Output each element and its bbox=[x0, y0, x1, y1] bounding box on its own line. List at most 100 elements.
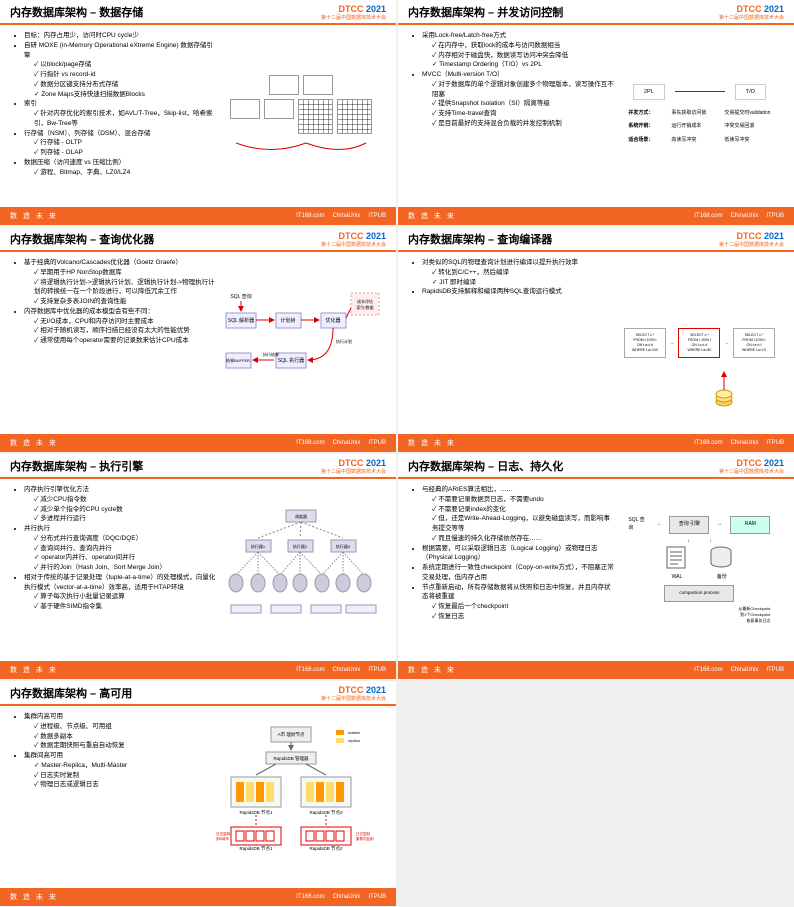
d7-svg: A市 理财节点 master replica RapidsDB 管理器 Rapi… bbox=[206, 722, 386, 872]
sub: 早期用于HP NonStop数据库 bbox=[34, 268, 217, 278]
diagram: 2PL T/O 并发方式：事先获取访问锁交易提交时validation 系统开销… bbox=[615, 31, 784, 201]
diagram: A市 理财节点 master replica RapidsDB 管理器 Rapi… bbox=[206, 712, 386, 882]
sub: 游程、Bitmap、字典、LZ0/LZ4 bbox=[34, 168, 217, 178]
bullet: 基于经典的Volcano/Cascades优化器（Goetz Graefe） 早… bbox=[24, 258, 217, 307]
brand: IT168.com bbox=[296, 440, 324, 446]
cell: 低读写冲突 bbox=[716, 135, 778, 147]
brand: ChinaUnix bbox=[731, 213, 759, 219]
dtcc-year: 2021 bbox=[366, 458, 386, 468]
d4-sql: SELECT c.* FROM t JOIN t ON t.e=t.f WHER… bbox=[733, 328, 775, 358]
bullet-list: 目标：内存占用少，访问时CPU cycle少 自研 MOXE (in-Memor… bbox=[10, 31, 217, 177]
bullet: RapidsDB支持解释和编译两种SQL查询运行模式 bbox=[422, 287, 615, 297]
sub: 恢复最后一个checkpoint bbox=[432, 602, 615, 612]
sub: Zone Maps支持快速扫描数据Blocks bbox=[34, 90, 217, 100]
d5-svg: 调度器 执行器1 执行器2 执行器3 bbox=[216, 505, 386, 635]
sub: 基于硬件SIMD指令集 bbox=[34, 602, 216, 612]
sub: 通常使用每个operator需要的记录数来估计CPU成本 bbox=[34, 336, 217, 346]
cell: 运行开销成本 bbox=[663, 121, 714, 133]
d3-label: 索引/数据 bbox=[357, 304, 374, 310]
file-icon bbox=[664, 545, 689, 570]
sub: 内存相对于磁盘快，数据读写访问冲突会降低 bbox=[432, 51, 615, 61]
sub: 支持复杂多表JOIN的查询性能 bbox=[34, 297, 217, 307]
sub: Master-Replica，Multi-Master bbox=[34, 761, 206, 771]
brand: ITPUB bbox=[766, 213, 784, 219]
bullet-text: 采用Lock-free/Latch-free方式 bbox=[422, 32, 506, 39]
dtcc-text: DTCC bbox=[736, 4, 761, 14]
footer-slogan: 数 造 未 来 bbox=[408, 438, 456, 448]
d4-sql: SELECT c.* FROM t JOIN t ON t.a=t.b WHER… bbox=[624, 328, 666, 358]
svg-text:replica: replica bbox=[348, 738, 361, 743]
header: 内存数据库架构 – 数据存储 DTCC 2021 第十二届中国数据库技术大会 bbox=[0, 0, 396, 25]
bullet: 并行执行 分布式并行查询调度（DQC/DQE）查询间并行、查询内并行operat… bbox=[24, 524, 216, 573]
svg-text:集群内复制: 集群内复制 bbox=[356, 836, 374, 841]
dtcc-text: DTCC bbox=[338, 685, 363, 695]
dtcc-year: 2021 bbox=[366, 4, 386, 14]
brand: ChinaUnix bbox=[333, 667, 361, 673]
d3-label: 执行结果 bbox=[263, 351, 279, 357]
bullet-text: 对类似的SQL的物理查询计划进行编译以提升执行效率 bbox=[422, 259, 578, 266]
dtcc-text: DTCC bbox=[736, 231, 761, 241]
sub: 减少CPU指令数 bbox=[34, 495, 216, 505]
slide-4: 内存数据库架构 – 查询编译器DTCC 2021第十二届中国数据库技术大会 对类… bbox=[398, 227, 794, 452]
sub: 数据定期快照与重启自动恢复 bbox=[34, 741, 206, 751]
d3-label: 执行计划 bbox=[336, 338, 352, 344]
slide-6: 内存数据库架构 – 日志、持久化DTCC 2021第十二届中国数据库技术大会 与… bbox=[398, 454, 794, 679]
svg-text:执行器2: 执行器2 bbox=[293, 543, 308, 549]
sub: 进程级、节点级、可用组 bbox=[34, 722, 206, 732]
cell: 高读写冲突 bbox=[663, 135, 714, 147]
dtcc-year: 2021 bbox=[366, 231, 386, 241]
diagram: SQL 解析器 SQL 查询 计划树 优化器 成本评估索引/数据 SQL 执行器… bbox=[217, 258, 386, 428]
d3-label: 结果BUFFER bbox=[226, 357, 250, 363]
sub: 而且慢速的持久化存储依然存在…… bbox=[432, 534, 615, 544]
d3-label: SQL 解析器 bbox=[228, 317, 254, 324]
disk-icon bbox=[709, 545, 734, 570]
sub: 是目前最好的支持混合负载的并发控制机制 bbox=[432, 119, 615, 129]
arrow-icon: → bbox=[670, 340, 675, 347]
bullet: 行存储（NSM）、列存储（DSM）、混合存储 行存储 - OLTP列存储 - O… bbox=[24, 129, 217, 158]
d6-box: RAM bbox=[730, 516, 770, 534]
dtcc-sub: 第十二届中国数据库技术大会 bbox=[321, 695, 386, 702]
content: 目标：内存占用少，访问时CPU cycle少 自研 MOXE (in-Memor… bbox=[0, 25, 396, 207]
bullet-text: 基于经典的Volcano/Cascades优化器（Goetz Graefe） bbox=[24, 259, 182, 266]
sub: 行存储 - OLTP bbox=[34, 138, 217, 148]
sub: JIT 即时编译 bbox=[432, 278, 615, 288]
d6-box: 查询 引擎 bbox=[669, 516, 709, 534]
bullet-text: 数据压缩（访问速度 vs 压缩比例） bbox=[24, 159, 125, 166]
sub: Timestamp Ordering（T/O）vs 2PL bbox=[432, 60, 615, 70]
bullet: 集群间高可用 Master-Replica，Multi-Master日志实时复制… bbox=[24, 751, 206, 790]
bullet-text: 内存执行引擎优化方法 bbox=[24, 486, 89, 493]
bullet-text: 节点重新启动，所有存储数据将从快照和日志中恢复，并且内存状态将被重建 bbox=[422, 584, 611, 601]
sub: 行指针 vs record-id bbox=[34, 70, 217, 80]
brand: ChinaUnix bbox=[333, 440, 361, 446]
d6-label: SQL 查询 bbox=[628, 517, 648, 532]
bullet: 目标：内存占用少，访问时CPU cycle少 bbox=[24, 31, 217, 41]
sub: 减少单个指令的CPU cycle数 bbox=[34, 505, 216, 515]
d4-sql: SELECT c.* FROM t JOIN t ON t.c=t.d WHER… bbox=[678, 328, 720, 358]
bullet: 内存数据库中优化器的成本模型会有些不同： 无I/O成本，CPU和内存访问时主要成… bbox=[24, 307, 217, 346]
header: 内存数据库架构 – 并发访问控制 DTCC 2021第十二届中国数据库技术大会 bbox=[398, 0, 794, 25]
sub: 以block/page存储 bbox=[34, 60, 217, 70]
brand: ITPUB bbox=[368, 213, 386, 219]
bullet: 内存执行引擎优化方法 减少CPU指令数减少单个指令的CPU cycle数多进程并… bbox=[24, 485, 216, 524]
slide-title: 内存数据库架构 – 执行引擎 bbox=[10, 458, 143, 474]
bullet-text: 集群间高可用 bbox=[24, 752, 63, 759]
bullet: 节点重新启动，所有存储数据将从快照和日志中恢复，并且内存状态将被重建 恢复最后一… bbox=[422, 583, 615, 622]
d6-box: compaction process bbox=[664, 585, 734, 602]
d1-box bbox=[303, 75, 333, 95]
brand: ITPUB bbox=[766, 440, 784, 446]
sub: 对于数据库的单个逻辑对象创建多个物理版本，读写操作互不阻塞 bbox=[432, 80, 615, 100]
sub: 支持Time-travel查询 bbox=[432, 109, 615, 119]
sub: 查询间并行、查询内并行 bbox=[34, 544, 216, 554]
brand: IT168.com bbox=[296, 894, 324, 900]
svg-text:日志复制: 日志复制 bbox=[216, 831, 230, 836]
svg-text:RapidsDB 节点1: RapidsDB 节点1 bbox=[239, 846, 273, 852]
brand: ITPUB bbox=[368, 894, 386, 900]
brand: ChinaUnix bbox=[333, 213, 361, 219]
bullet-text: 集群内高可用 bbox=[24, 713, 63, 720]
bullet-text: 并行执行 bbox=[24, 525, 50, 532]
slide-title: 内存数据库架构 – 数据存储 bbox=[10, 4, 143, 20]
d1-grid bbox=[337, 99, 372, 134]
slide-title: 内存数据库架构 – 并发访问控制 bbox=[408, 4, 563, 20]
sub: 算子每次执行小批量记录运算 bbox=[34, 592, 216, 602]
sub: 将逻辑执行计划->逻辑执行计划、逻辑执行计划->物理执行计划的转换统一在一个阶段… bbox=[34, 278, 217, 298]
